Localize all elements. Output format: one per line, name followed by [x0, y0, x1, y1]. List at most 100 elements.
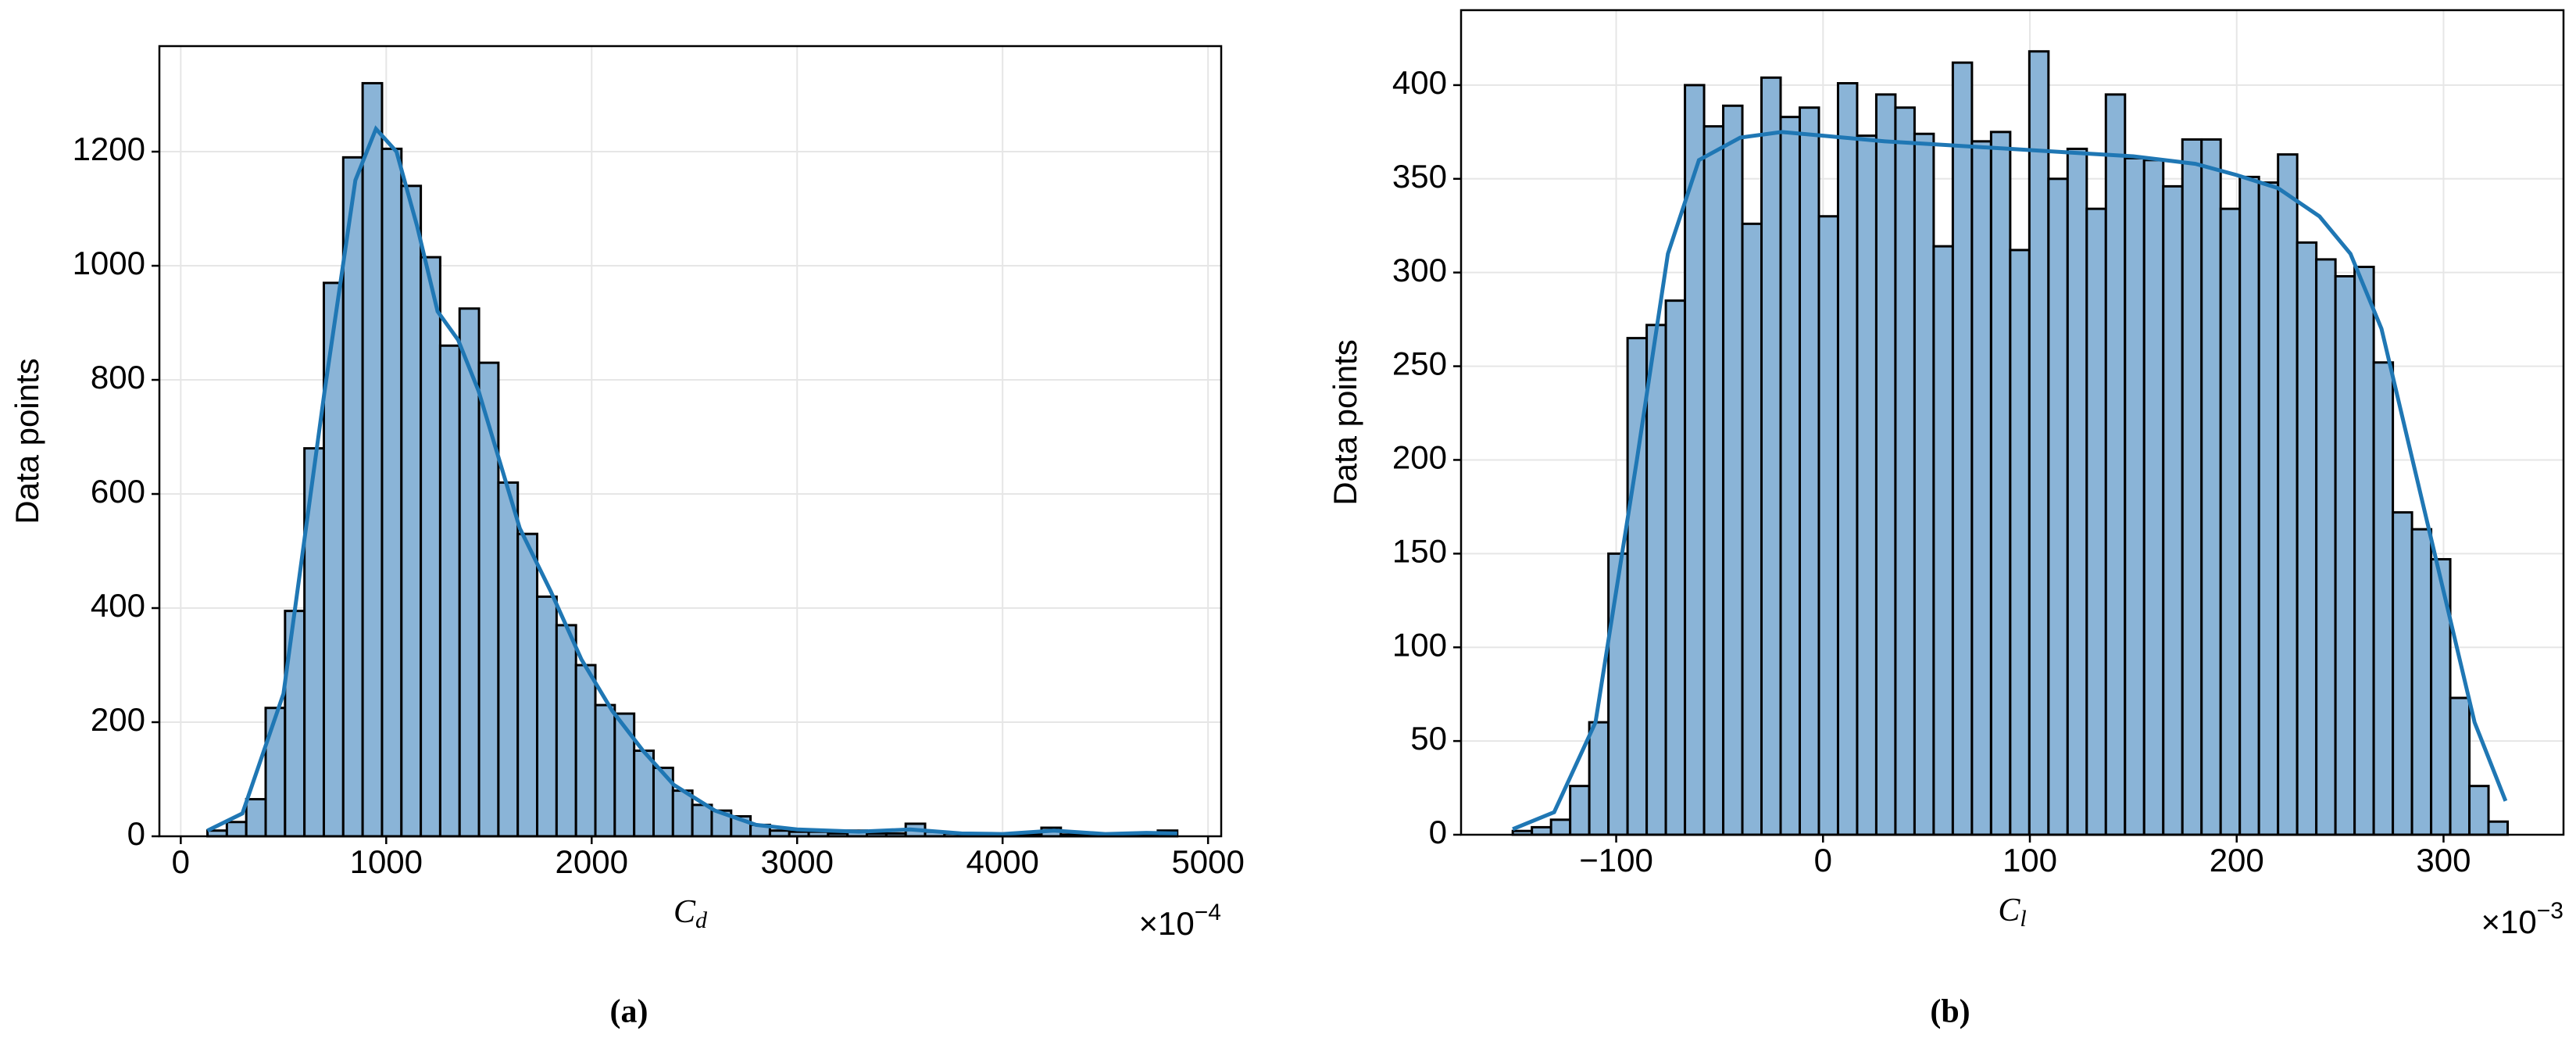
bar: [2181, 138, 2203, 836]
x-axis-label: Cd: [673, 894, 708, 933]
bar: [1989, 131, 2012, 836]
bar: [1760, 76, 1782, 836]
bar: [1722, 104, 1744, 836]
x-axis-label: Cl: [1998, 893, 2026, 932]
bar: [400, 184, 423, 838]
bar: [2104, 93, 2127, 836]
bar: [574, 664, 597, 838]
bar: [2487, 820, 2510, 836]
y-tick-label: 0: [127, 815, 145, 852]
bar: [536, 595, 558, 838]
histogram-chart: −100 0 100 200 300 0 50 100 150 200 250 300 350 400 Da…: [1327, 9, 2565, 1030]
y-tick-label: 600: [91, 473, 145, 510]
bar: [2296, 241, 2318, 836]
bar: [2372, 361, 2395, 836]
bar: [1569, 785, 1591, 836]
bar: [2392, 511, 2413, 836]
bar: [477, 361, 500, 838]
offset-text: ×10−3: [2481, 898, 2563, 940]
bar: [594, 703, 616, 838]
bar: [1588, 721, 1610, 836]
bar: [1531, 825, 1552, 836]
y-tick-label: 400: [1392, 64, 1447, 101]
bar: [1664, 299, 1687, 836]
bar: [361, 81, 384, 838]
y-tick-label: 1000: [73, 245, 145, 281]
bar: [2410, 528, 2433, 836]
y-tick-label: 800: [91, 359, 145, 395]
bar: [516, 532, 539, 838]
x-tick-label: 5000: [1171, 843, 1244, 880]
bar: [2142, 159, 2165, 836]
bar: [2162, 184, 2184, 836]
bar: [671, 789, 694, 838]
bar: [1836, 82, 1859, 836]
bar: [1932, 245, 1954, 836]
bar: [1951, 61, 1974, 836]
kde-line: [206, 125, 1177, 836]
bar: [691, 803, 713, 838]
plot-frame: [1459, 9, 2565, 836]
kde-line: [1512, 130, 2508, 832]
offset-text: ×10−4: [1139, 900, 1221, 942]
bar: [1894, 106, 1916, 836]
bar: [1549, 818, 1572, 836]
bar: [458, 307, 481, 838]
bar: [1856, 134, 1878, 836]
bar: [497, 481, 520, 838]
y-tick-label: 100: [1392, 626, 1447, 663]
y-axis-label: Data points: [1327, 339, 1363, 505]
x-axis-label-main: C: [1998, 893, 2020, 929]
plot-frame: [158, 45, 1223, 838]
bar: [264, 707, 287, 838]
bar: [1645, 324, 1667, 836]
bar: [2353, 265, 2375, 836]
x-tick-label: 300: [2416, 842, 2471, 878]
offset-base: ×10: [1139, 905, 1195, 942]
bar: [1798, 106, 1820, 836]
y-tick-label: 300: [1392, 252, 1447, 288]
bar: [555, 624, 577, 838]
x-tick-label: −100: [1579, 842, 1653, 878]
bar: [1874, 93, 1897, 836]
y-tick-label: 0: [1429, 814, 1447, 850]
x-axis-label-subscript: l: [2020, 906, 2026, 932]
y-tick-label: 50: [1410, 720, 1447, 757]
bar: [2238, 175, 2260, 836]
x-tick-label: 0: [1814, 842, 1832, 878]
bar: [225, 821, 248, 838]
bar: [2200, 138, 2222, 836]
bar: [341, 156, 364, 838]
bar: [2277, 153, 2299, 836]
bar: [438, 344, 461, 838]
y-tick-label: 200: [91, 701, 145, 738]
y-tick-label: 150: [1392, 532, 1447, 569]
x-axis-label-subscript: d: [695, 907, 708, 933]
bar: [1741, 222, 1763, 836]
offset-exponent: −3: [2537, 898, 2563, 924]
bar: [381, 147, 403, 838]
bar: [633, 750, 655, 838]
offset-base: ×10: [2481, 904, 2537, 940]
bar: [2257, 181, 2280, 836]
bar: [2468, 785, 2490, 836]
bar: [2009, 249, 2031, 836]
bar: [2028, 50, 2050, 836]
y-tick-label: 200: [1392, 439, 1447, 476]
y-tick-label: 350: [1392, 158, 1447, 195]
bar: [2124, 156, 2145, 836]
bar: [1779, 116, 1801, 836]
bar: [1607, 552, 1629, 836]
caption: (b): [1930, 994, 1970, 1030]
x-tick-label: 4000: [966, 843, 1038, 880]
x-tick-label: 1000: [350, 843, 423, 880]
x-axis-label-main: C: [673, 894, 696, 930]
bar: [2066, 147, 2088, 836]
bar: [2047, 177, 2069, 836]
x-tick-label: 200: [2210, 842, 2264, 878]
bar: [613, 712, 636, 838]
bar: [1970, 140, 1992, 836]
bar: [420, 256, 441, 838]
bar: [2085, 207, 2107, 836]
